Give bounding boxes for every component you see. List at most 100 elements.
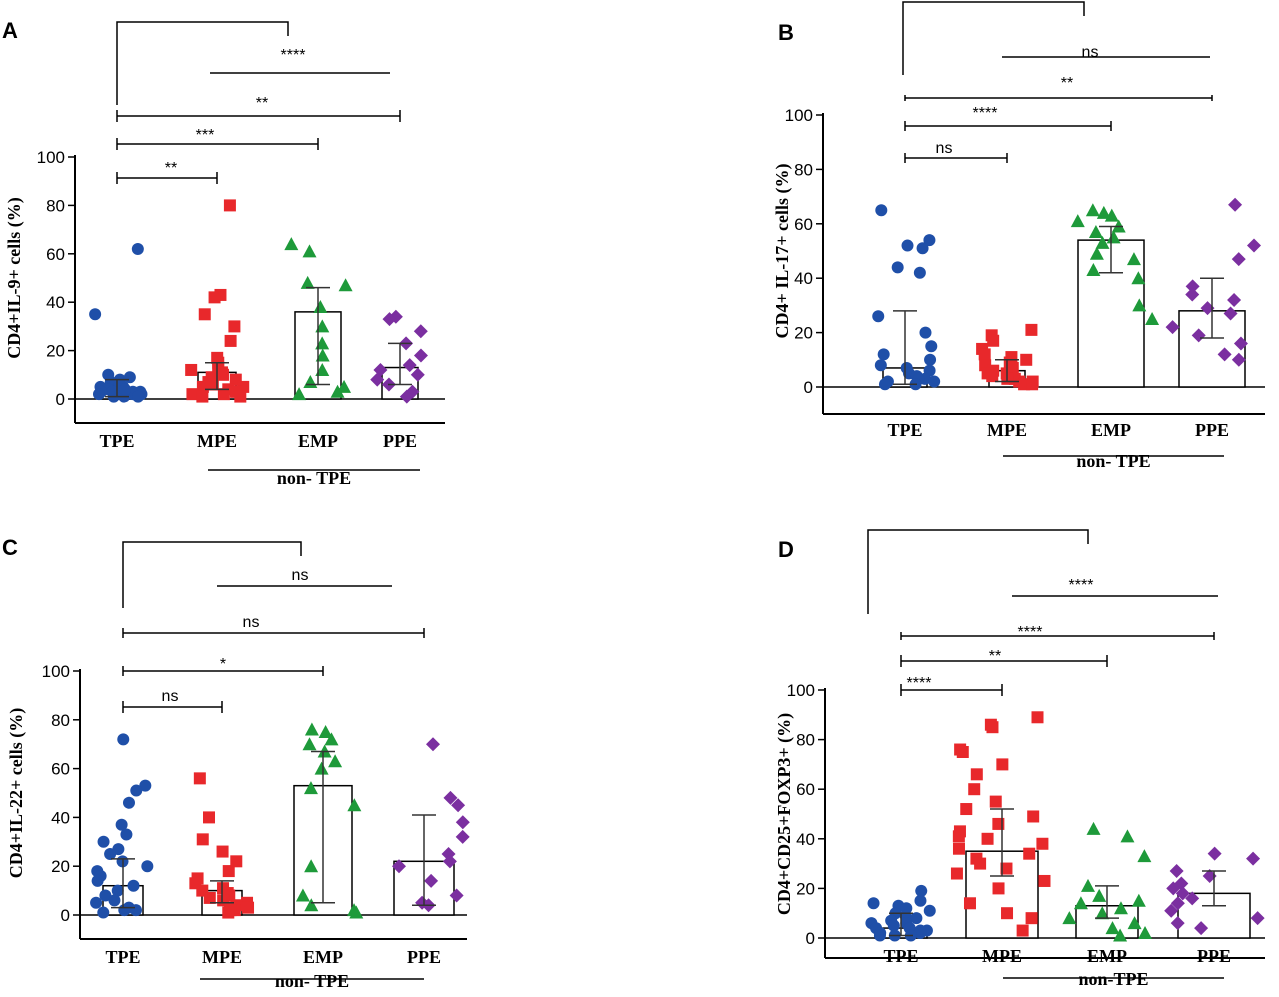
point-tpe (120, 828, 133, 841)
point-mpe (1023, 847, 1036, 860)
point-mpe (193, 772, 206, 785)
point-emp (1080, 878, 1095, 892)
point-ppe (1185, 279, 1200, 294)
y-axis-label: CD4+IL-22+ cells (%) (6, 708, 27, 879)
point-ppe (413, 348, 428, 363)
significance-label: ns (162, 688, 179, 705)
point-emp (315, 348, 330, 362)
point-mpe (230, 855, 243, 868)
significance-label: ** (989, 648, 1001, 665)
point-tpe (925, 340, 938, 353)
group-label: non- TPE (1076, 451, 1150, 471)
category-label-ppe: PPE (407, 947, 441, 967)
point-mpe (203, 811, 216, 824)
point-ppe (1185, 287, 1200, 302)
point-ppe (1194, 921, 1209, 936)
category-label-mpe: MPE (202, 947, 242, 967)
point-mpe (981, 832, 994, 845)
point-emp (318, 725, 333, 738)
point-emp (1073, 896, 1088, 910)
point-tpe (97, 835, 110, 848)
y-tick-label: 40 (796, 830, 815, 849)
significance-label: **** (907, 675, 932, 692)
category-label-mpe: MPE (197, 431, 237, 451)
point-ppe (399, 389, 414, 404)
point-emp (1062, 911, 1077, 925)
point-emp (349, 905, 364, 919)
point-ppe (1185, 891, 1200, 906)
panel-letter: A (2, 18, 18, 43)
point-mpe (1027, 810, 1040, 823)
point-tpe (928, 375, 941, 388)
point-ppe (1169, 864, 1184, 879)
point-mpe (222, 906, 235, 919)
point-tpe (139, 779, 152, 792)
significance-label: ns (1082, 44, 1099, 61)
point-tpe (923, 234, 936, 247)
point-emp (328, 754, 343, 768)
significance-label: ns (292, 567, 309, 584)
point-tpe (117, 733, 130, 746)
point-ppe (1165, 320, 1180, 335)
y-tick-label: 0 (804, 378, 813, 397)
significance-label: **** (973, 105, 998, 122)
point-emp (1131, 893, 1146, 907)
point-tpe (97, 906, 110, 919)
point-tpe (111, 884, 124, 897)
point-ppe (413, 324, 428, 339)
significance-label: **** (1069, 577, 1094, 594)
point-emp (1089, 246, 1104, 260)
y-tick-label: 40 (51, 808, 70, 827)
point-emp (1095, 235, 1110, 249)
y-tick-label: 60 (46, 245, 65, 264)
point-emp (1070, 214, 1085, 228)
point-ppe (455, 829, 470, 844)
point-mpe (1025, 912, 1038, 925)
point-tpe (874, 359, 887, 372)
point-tpe (107, 385, 120, 398)
point-ppe (1191, 328, 1206, 343)
point-emp (330, 384, 345, 398)
point-ppe (402, 358, 417, 373)
point-tpe (873, 929, 886, 942)
panel-letter: C (2, 535, 18, 560)
y-tick-label: 20 (51, 857, 70, 876)
point-emp (1127, 916, 1142, 930)
point-mpe (198, 308, 211, 321)
point-mpe (217, 388, 230, 401)
y-tick-label: 20 (794, 324, 813, 343)
point-emp (1096, 205, 1111, 219)
point-mpe (185, 363, 198, 376)
point-ppe (1250, 911, 1265, 926)
point-mpe (986, 721, 999, 734)
point-tpe (91, 874, 104, 887)
point-tpe (915, 884, 928, 897)
significance-label: ns (936, 140, 953, 157)
point-ppe (1170, 916, 1185, 931)
point-tpe (129, 904, 142, 917)
point-tpe (115, 818, 128, 831)
point-mpe (203, 891, 216, 904)
point-tpe (127, 879, 140, 892)
point-emp (284, 237, 299, 251)
point-tpe (104, 848, 117, 860)
point-emp (1085, 203, 1100, 217)
point-ppe (1227, 292, 1242, 307)
point-tpe (872, 310, 885, 323)
point-ppe (451, 798, 466, 813)
y-tick-label: 80 (51, 711, 70, 730)
category-label-tpe: TPE (887, 420, 922, 440)
point-emp (1120, 829, 1135, 843)
point-tpe (108, 894, 121, 907)
point-emp (1138, 926, 1153, 940)
y-tick-label: 80 (794, 160, 813, 179)
point-emp (304, 898, 319, 912)
point-ppe (1202, 869, 1217, 883)
point-emp (292, 387, 307, 401)
point-mpe (196, 833, 209, 846)
point-tpe (122, 796, 135, 809)
point-ppe (1175, 886, 1190, 901)
category-label-ppe: PPE (383, 431, 417, 451)
point-emp (1132, 298, 1147, 312)
point-mpe (186, 388, 199, 401)
